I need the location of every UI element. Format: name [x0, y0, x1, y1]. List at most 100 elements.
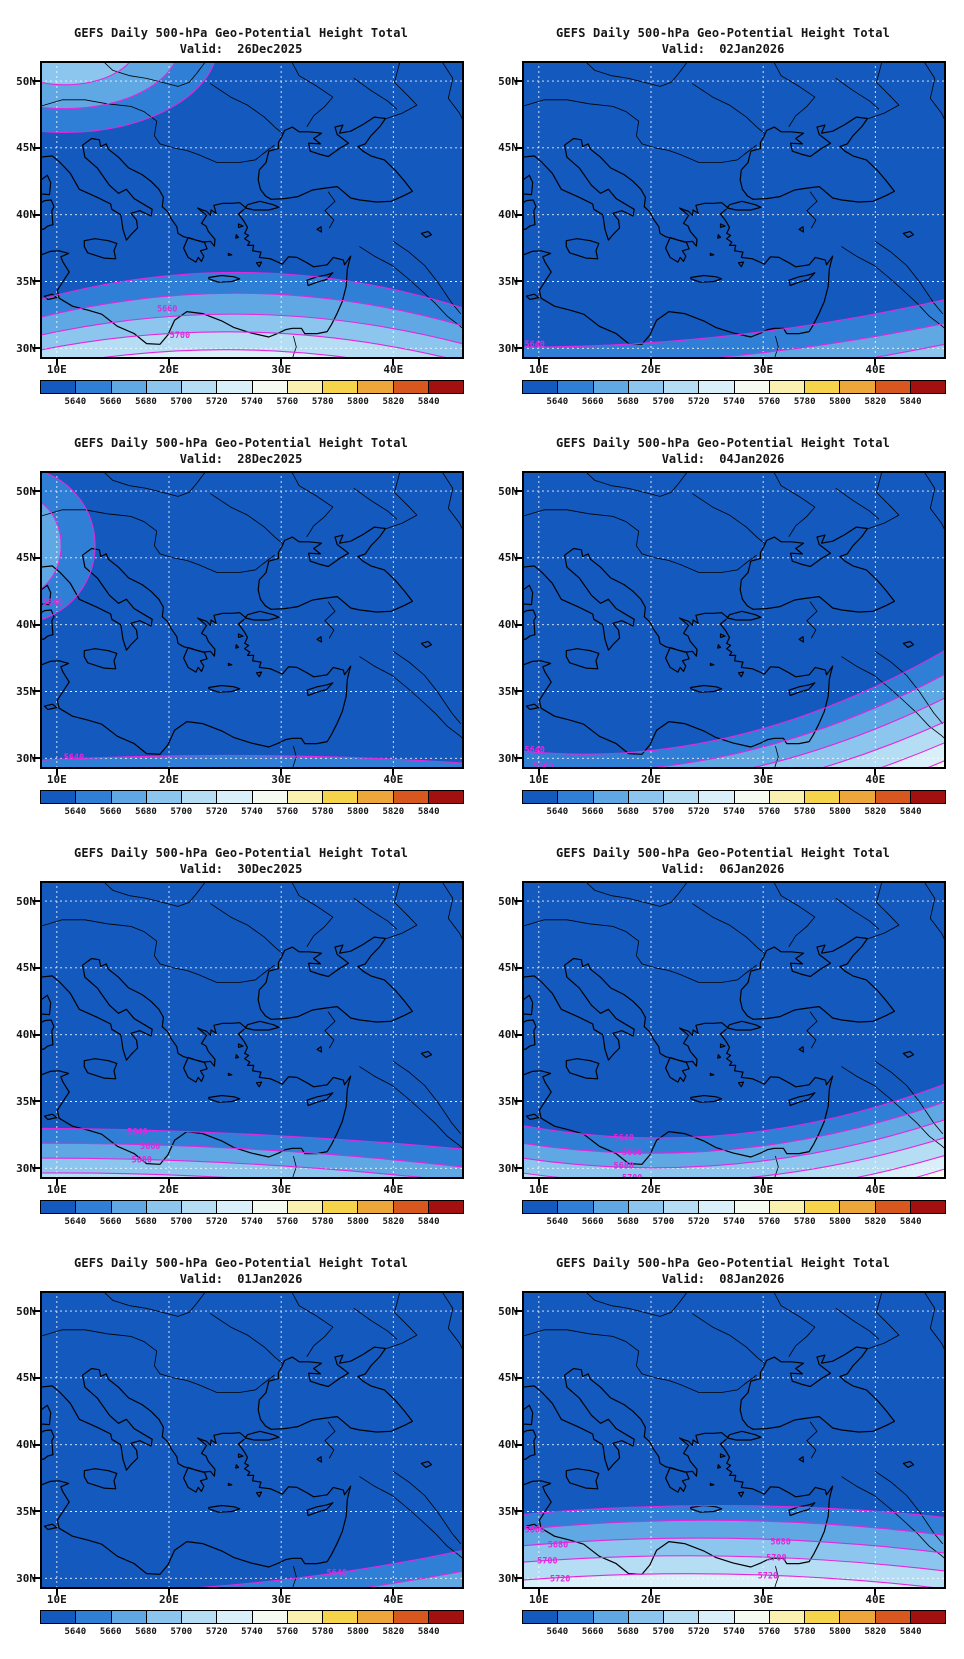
colorbar-segment	[875, 1611, 911, 1623]
lon-axis-tick	[392, 1589, 395, 1595]
contour-label: 5640	[524, 746, 544, 756]
colorbar-segment	[769, 1611, 805, 1623]
map-canvas: 5640	[40, 1291, 464, 1589]
lat-axis-tick	[515, 1167, 522, 1170]
colorbar-segment	[41, 1611, 77, 1623]
colorbar-tick-label: 5840	[417, 1627, 440, 1637]
contour-line	[875, 741, 946, 769]
contour-line	[40, 1157, 442, 1179]
colorbar-segment	[523, 381, 559, 393]
contour-line	[522, 1519, 946, 1536]
lat-axis-tick	[33, 623, 40, 626]
colorbar-tick-label: 5700	[170, 1217, 193, 1227]
contour-line	[522, 1573, 946, 1589]
map-canvas: 5660 5700	[40, 61, 464, 359]
colorbar-tick-label: 5740	[241, 1217, 263, 1227]
height-shading	[40, 61, 464, 359]
colorbar-segment	[76, 1201, 112, 1213]
contour-labels: 5660 5680 5700 5720 5680 5700 5720	[524, 1525, 790, 1584]
contour-line	[522, 1118, 946, 1169]
map-area: 5640 5660 5680 5700	[522, 881, 946, 1179]
colorbar-tick-label: 5780	[311, 1217, 334, 1227]
lat-tick-label: 45N	[498, 141, 518, 155]
colorbar-segment	[76, 1611, 112, 1623]
lat-tick-label: 50N	[16, 74, 36, 88]
colorbar-tick-label: 5800	[829, 1627, 851, 1637]
valid-value: 01Jan2026	[237, 1272, 303, 1286]
colorbar-segment	[323, 1201, 359, 1213]
colorbar-segment	[734, 1201, 770, 1213]
colorbar-segment	[252, 1201, 288, 1213]
lon-axis-tick	[167, 359, 170, 365]
colorbar-tick-label: 5720	[205, 1627, 228, 1637]
lat-tick-label: 40N	[498, 1028, 518, 1042]
map-canvas: 5640 5660	[522, 471, 946, 769]
lat-tick-label: 45N	[498, 1371, 518, 1385]
lat-tick-label: 30N	[498, 1571, 518, 1585]
colorbar-segment	[111, 381, 147, 393]
height-band	[40, 755, 464, 769]
lat-axis-tick	[515, 966, 522, 969]
colorbar-segment	[664, 1201, 700, 1213]
colorbar-segment	[805, 1201, 841, 1213]
map-layers: 5640 5660 5680 5700	[522, 881, 946, 1184]
lon-tick-label: 30E	[271, 1593, 292, 1606]
height-shading	[522, 1505, 946, 1589]
valid-value: 28Dec2025	[237, 452, 303, 466]
colorbar-tick-label: 5760	[276, 807, 299, 817]
colorbar-tick-label: 5780	[311, 1627, 334, 1637]
contour-label: 5680	[132, 1156, 152, 1166]
lat-axis-tick	[515, 623, 522, 626]
lon-axis-tick	[762, 359, 765, 365]
colorbar-tick-label: 5740	[723, 1627, 745, 1637]
lon-tick-label: 30E	[753, 363, 774, 376]
contour-label: 5680	[614, 1162, 634, 1172]
colorbar-segment	[358, 1611, 394, 1623]
lon-axis-tick	[649, 1179, 652, 1185]
lon-axis-tick	[167, 1589, 170, 1595]
colorbar-segment	[182, 1611, 218, 1623]
colorbar-tick-label: 5780	[311, 807, 334, 817]
colorbar-tick-label: 5820	[382, 397, 405, 407]
colorbar-tick-label: 5800	[829, 397, 851, 407]
colorbar-tick-label: 5840	[417, 1217, 440, 1227]
colorbar-tick-label: 5700	[652, 807, 675, 817]
map-border	[40, 471, 464, 769]
lat-axis-tick	[33, 1033, 40, 1036]
valid-value: 30Dec2025	[237, 862, 303, 876]
valid-value: 06Jan2026	[719, 862, 785, 876]
panel-valid-date: Valid: 30Dec2025	[0, 862, 482, 876]
lat-tick-label: 50N	[498, 484, 518, 498]
colorbar-segment	[287, 381, 323, 393]
lon-tick-label: 10E	[46, 1593, 67, 1606]
lon-tick-label: 40E	[383, 1183, 404, 1196]
colorbar-segment	[41, 791, 77, 803]
contour-labels: 5640	[327, 1569, 347, 1579]
colorbar-segment	[393, 381, 429, 393]
lat-tick-label: 30N	[498, 341, 518, 355]
colorbar-segment	[734, 791, 770, 803]
colorbar-tick-label: 5700	[170, 807, 193, 817]
colorbar-segment	[910, 1611, 945, 1623]
height-band	[355, 1571, 464, 1589]
colorbar-tick-label: 5840	[899, 397, 922, 407]
lat-tick-label: 40N	[16, 1438, 36, 1452]
lon-tick-label: 20E	[159, 1183, 179, 1196]
colorbar-segment	[523, 791, 559, 803]
colorbar-tick-label: 5660	[581, 1217, 604, 1227]
lon-tick-label: 10E	[528, 363, 549, 376]
lon-axis-tick	[280, 1179, 283, 1185]
colorbar	[522, 1610, 946, 1624]
lat-tick-label: 40N	[498, 618, 518, 632]
colorbar-segment	[358, 381, 394, 393]
valid-value: 08Jan2026	[719, 1272, 785, 1286]
lat-axis-tick	[515, 1577, 522, 1580]
height-contours	[522, 649, 946, 769]
colorbar-segment	[840, 1611, 876, 1623]
colorbar-tick-label: 5700	[170, 397, 193, 407]
contour-label: 5700	[537, 1557, 557, 1567]
contour-label: 5660	[524, 1525, 544, 1535]
lon-tick-label: 10E	[46, 773, 67, 786]
panel-valid-date: Valid: 06Jan2026	[482, 862, 964, 876]
contour-label: 5700	[622, 1174, 642, 1184]
